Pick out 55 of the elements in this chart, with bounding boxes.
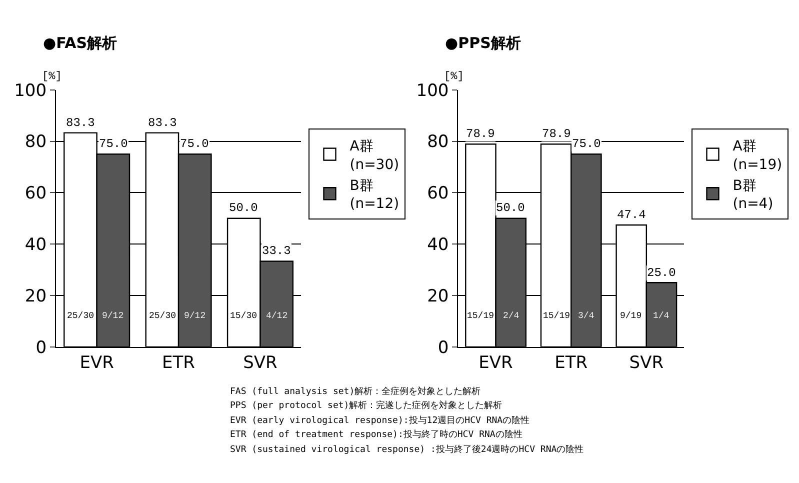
- x-tick-label: EVR: [80, 353, 114, 374]
- y-tick-label: 40: [427, 234, 449, 255]
- y-tick-label: 80: [427, 132, 449, 152]
- text: ETR (end of treatment response):投与終了時のHCV RNAの陰性: [230, 429, 522, 440]
- annotation: 25/30: [67, 311, 94, 321]
- text: EVR (early virological response):投与12週目のHCV RNAの陰性: [230, 415, 530, 426]
- annotation: 4/12: [266, 311, 288, 321]
- y-tick-label: 100: [416, 80, 449, 101]
- x-tick-label: EVR: [478, 353, 514, 374]
- annotation: 15/19: [467, 311, 494, 321]
- text: PPS (per protocol set)解析：完遂した症例を対象とした解析: [230, 400, 502, 411]
- x-tick-label: ETR: [162, 353, 196, 374]
- y-tick-label: 0: [438, 338, 449, 358]
- data-label: 47.4: [617, 208, 646, 222]
- data-label: 50.0: [229, 201, 258, 215]
- annotation: 25/30: [149, 311, 176, 321]
- chart-title: ●FAS解析: [43, 34, 118, 52]
- annotation: 15/19: [543, 311, 570, 321]
- text: FAS (full analysis set)解析：全症例を対象とした解析: [230, 386, 481, 397]
- annotation: 9/12: [184, 311, 206, 321]
- data-label: 75.0: [99, 137, 128, 151]
- data-label: 25.0: [647, 266, 676, 280]
- y-axis-title: [%]: [444, 71, 464, 83]
- annotation: 15/30: [230, 311, 258, 321]
- y-tick-label: 20: [24, 286, 47, 306]
- annotation: 9/19: [620, 311, 642, 321]
- y-axis-title: [%]: [42, 71, 62, 83]
- annotation: 3/4: [578, 311, 594, 321]
- x-tick-label: SVR: [629, 353, 664, 374]
- legend-label: B群 (n=4): [732, 178, 774, 212]
- annotation: 9/12: [102, 311, 124, 321]
- data-label: 50.0: [496, 201, 525, 215]
- data-label: 33.3: [262, 244, 291, 258]
- data-label: 83.3: [66, 116, 95, 130]
- y-tick-label: 60: [427, 184, 449, 204]
- y-tick-label: 60: [24, 184, 47, 204]
- legend-label: B群 (n=12): [350, 178, 400, 212]
- y-tick-label: 100: [14, 80, 47, 101]
- data-label: 83.3: [148, 116, 177, 130]
- data-label: 75.0: [180, 137, 209, 151]
- y-tick-label: 40: [24, 234, 47, 255]
- data-label: 78.9: [542, 127, 571, 141]
- y-tick-label: 0: [36, 338, 47, 358]
- legend-label: A群 (n=30): [350, 138, 400, 173]
- data-label: 78.9: [466, 127, 495, 141]
- data-label: 75.0: [572, 137, 601, 151]
- text: SVR (sustained virological response) :投与終了後24週時のHCV RNAの陰性: [230, 444, 584, 455]
- legend-label: A群 (n=19): [732, 138, 782, 173]
- y-tick-label: 80: [24, 132, 47, 152]
- annotation: 1/4: [653, 311, 670, 321]
- x-tick-label: SVR: [243, 353, 278, 374]
- chart-title: ●PPS解析: [445, 34, 521, 52]
- x-tick-label: ETR: [554, 353, 588, 374]
- y-tick-label: 20: [427, 286, 449, 306]
- annotation: 2/4: [503, 311, 520, 321]
